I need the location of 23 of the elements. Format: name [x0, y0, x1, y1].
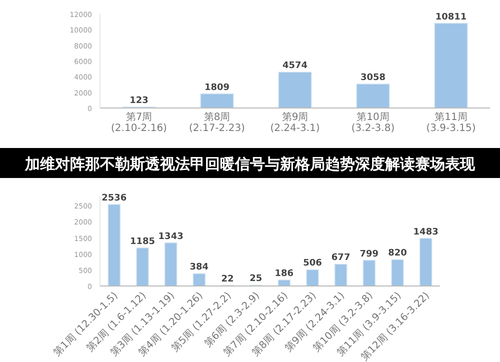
data-label: 1343 [158, 232, 184, 242]
data-label: 799 [360, 249, 379, 260]
x-tick-label: 第7周 (2.10-2.16) [111, 111, 168, 134]
x-tick-label: 第11周 (3.9-3.15) [426, 111, 476, 134]
data-label: 677 [331, 253, 350, 264]
data-label: 10811 [435, 12, 467, 22]
data-label: 820 [388, 248, 407, 259]
data-label: 3058 [360, 73, 386, 84]
data-label: 506 [303, 258, 322, 269]
data-label: 186 [274, 269, 294, 280]
data-label: 22 [221, 274, 234, 284]
data-label: 384 [190, 262, 209, 273]
x-tick-label: 第8周 (2.17-2.23) [189, 111, 246, 134]
data-label: 25 [250, 274, 262, 284]
data-label: 2536 [102, 193, 127, 204]
chart-title: 加维对阵那不勒斯透视法甲回暖信号与新格局趋势深度解读赛场表现 [24, 155, 476, 173]
data-label: 1185 [130, 236, 156, 247]
x-tick-label: 第10周 (3.2-3.8) [351, 111, 395, 134]
x-tick-label: 第9周 (2.24-3.1) [270, 111, 320, 134]
data-label: 4574 [282, 61, 308, 72]
data-label: 123 [130, 96, 148, 106]
data-label: 1809 [204, 82, 230, 93]
data-label: 1483 [413, 227, 438, 238]
